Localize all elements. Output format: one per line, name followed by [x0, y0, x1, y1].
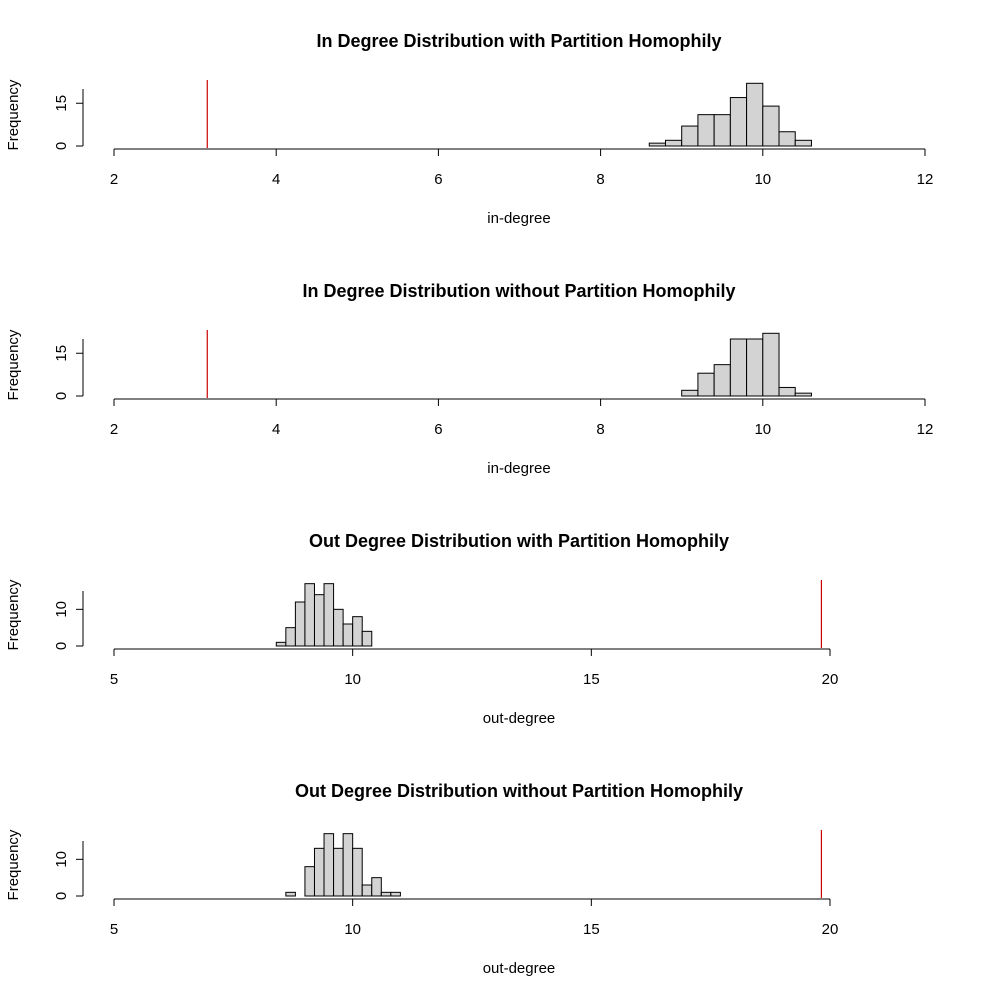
chart-title: Out Degree Distribution with Partition H…: [309, 531, 729, 551]
bar: [713, 114, 731, 147]
y-tick-label: 15: [53, 345, 70, 362]
x-tick-label: 8: [596, 421, 604, 438]
x-tick-label: 10: [754, 171, 771, 188]
bar: [285, 891, 296, 897]
y-axis-label: Frequency: [5, 329, 22, 400]
bar: [361, 630, 373, 647]
bar: [323, 583, 335, 647]
bar: [275, 641, 287, 647]
bar: [342, 833, 354, 897]
bar: [713, 364, 731, 397]
bar: [746, 82, 764, 147]
y-tick-label: 10: [53, 601, 70, 618]
bar: [304, 866, 315, 897]
bar: [664, 139, 683, 147]
x-tick-label: 10: [344, 671, 361, 688]
bar: [371, 877, 382, 897]
bar: [762, 332, 780, 397]
x-tick-label: 4: [272, 421, 280, 438]
bar: [697, 372, 715, 397]
bar: [352, 847, 363, 897]
bar: [380, 891, 392, 897]
bar: [342, 623, 354, 647]
bar: [294, 601, 306, 647]
x-tick-label: 15: [583, 921, 600, 938]
bar: [778, 131, 796, 147]
bar: [746, 338, 764, 397]
x-tick-label: 20: [822, 671, 839, 688]
bar: [729, 338, 748, 397]
chart-title: Out Degree Distribution without Partitio…: [295, 781, 743, 801]
chart-title: In Degree Distribution with Partition Ho…: [316, 31, 721, 51]
y-tick-label: 0: [53, 142, 70, 150]
bar: [313, 847, 325, 897]
x-tick-label: 2: [110, 171, 118, 188]
x-tick-label: 2: [110, 421, 118, 438]
x-axis-label: out-degree: [483, 960, 556, 977]
bar: [794, 392, 812, 397]
x-tick-label: 12: [917, 421, 934, 438]
x-tick-label: 6: [434, 421, 442, 438]
y-axis-label: Frequency: [5, 79, 22, 150]
x-axis-label: out-degree: [483, 710, 556, 727]
bar: [313, 594, 325, 647]
x-tick-label: 6: [434, 171, 442, 188]
y-tick-label: 15: [53, 95, 70, 112]
bar: [778, 386, 796, 397]
bar: [333, 847, 344, 897]
chart-title: In Degree Distribution without Partition…: [303, 281, 736, 301]
x-tick-label: 12: [917, 171, 934, 188]
y-axis-label: Frequency: [5, 579, 22, 650]
bar: [697, 114, 715, 147]
y-tick-label: 0: [53, 392, 70, 400]
bar: [648, 142, 666, 147]
bar: [361, 884, 373, 897]
x-axis-label: in-degree: [487, 210, 550, 227]
x-axis-label: in-degree: [487, 460, 550, 477]
bar: [304, 583, 315, 647]
x-tick-label: 8: [596, 171, 604, 188]
x-tick-label: 5: [110, 671, 118, 688]
y-axis-label: Frequency: [5, 829, 22, 900]
x-tick-label: 20: [822, 921, 839, 938]
bar: [794, 139, 812, 147]
bar: [729, 97, 748, 147]
x-tick-label: 10: [344, 921, 361, 938]
y-tick-label: 10: [53, 851, 70, 868]
bar: [285, 627, 296, 647]
y-tick-label: 0: [53, 892, 70, 900]
bar: [681, 389, 699, 397]
y-tick-label: 0: [53, 642, 70, 650]
bar: [762, 105, 780, 147]
bar: [390, 891, 401, 897]
x-tick-label: 4: [272, 171, 280, 188]
x-tick-label: 15: [583, 671, 600, 688]
x-tick-label: 10: [754, 421, 771, 438]
x-tick-label: 5: [110, 921, 118, 938]
bar: [352, 616, 363, 647]
bar: [333, 608, 344, 647]
bar: [323, 833, 335, 897]
bar: [681, 125, 699, 147]
